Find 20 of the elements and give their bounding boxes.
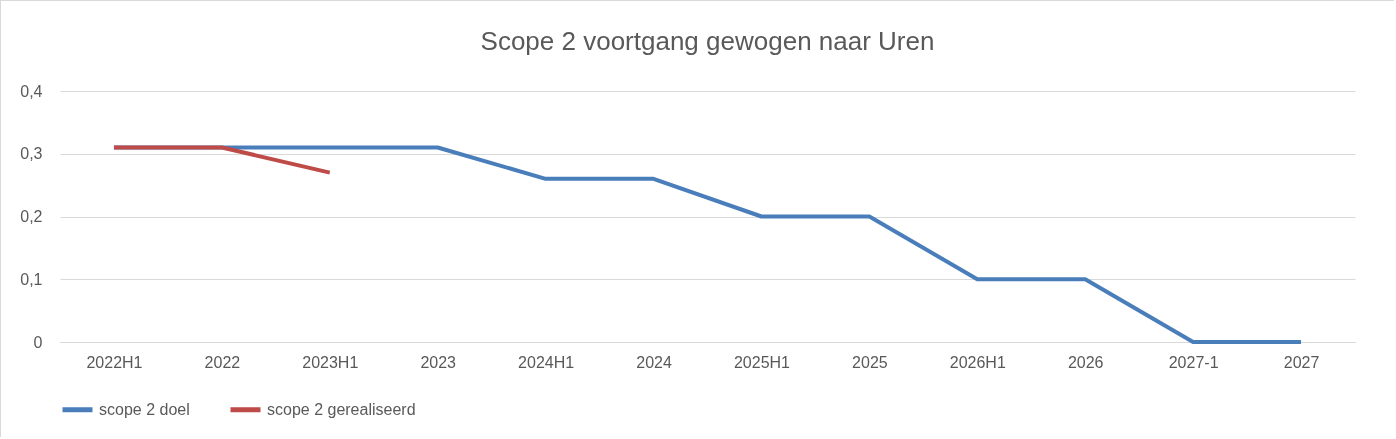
x-tick-label: 2025H1	[733, 353, 791, 371]
x-tick-label: 2024H1	[518, 353, 575, 371]
x-tick-label: 2026	[1067, 353, 1104, 371]
y-tick-label: 0,2	[20, 208, 43, 225]
y-tick-label: 0,3	[20, 145, 43, 163]
y-tick-label: 0,1	[20, 270, 43, 288]
x-tick-label: 2025	[852, 353, 888, 371]
y-tick-label: 0,4	[20, 82, 43, 100]
x-tick-label: 2026H1	[949, 353, 1006, 371]
x-tick-label: 2024	[636, 353, 672, 371]
y-tick-label: 0	[33, 333, 43, 351]
x-tick-label: 2022H1	[86, 353, 143, 371]
legend-label: scope 2 doel	[99, 400, 190, 418]
legend-label: scope 2 gerealiseerd	[267, 400, 416, 418]
x-tick-label: 2027	[1283, 353, 1320, 371]
x-tick-label: 2023H1	[302, 353, 359, 371]
x-tick-label: 2023	[420, 353, 457, 371]
x-tick-label: 2027-1	[1168, 353, 1219, 371]
chart-title: Scope 2 voortgang gewogen naar Uren	[480, 26, 935, 56]
x-tick-label: 2022	[204, 353, 241, 371]
